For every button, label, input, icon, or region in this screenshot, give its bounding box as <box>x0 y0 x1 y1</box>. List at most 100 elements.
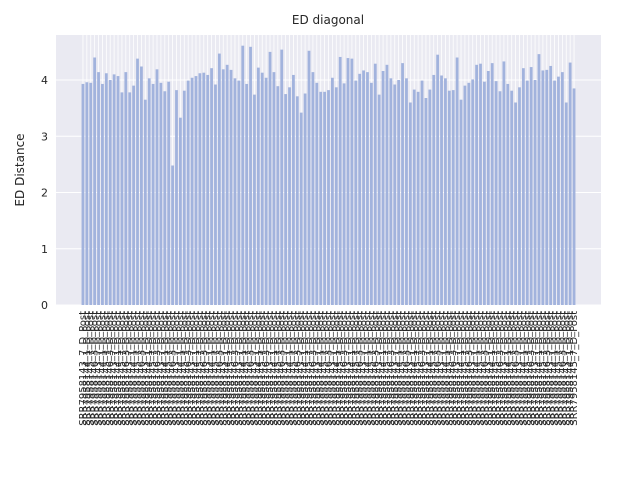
x-tick-label: SRR7958146_3_D_Post <box>261 311 272 426</box>
bar <box>323 91 327 305</box>
x-tick-label: SRR7958143_7_D_Post <box>218 311 229 426</box>
bar <box>253 94 256 305</box>
bar <box>455 57 459 305</box>
bar <box>108 80 112 305</box>
x-tick-label: SRR7958145_7_D_Post <box>288 311 299 426</box>
x-tick-label: SRR7958143_7_D_Post <box>203 311 214 426</box>
x-tick-label: SRR7958143_7_D_Post <box>437 311 448 426</box>
bar <box>186 80 190 305</box>
bar <box>210 68 213 305</box>
x-tick-labels: SRR7958143_7_D_PostSRR7958144_1_D_PostSR… <box>78 311 580 426</box>
x-tick-label: SRR7958143_7_D_Post <box>327 311 338 426</box>
x-tick-label: SRR7958144_1_D_Post <box>238 311 249 426</box>
bar <box>545 69 549 305</box>
bar <box>143 99 147 305</box>
bar <box>533 80 537 305</box>
bar <box>451 90 455 305</box>
bar <box>237 80 241 305</box>
bar <box>268 51 272 305</box>
x-tick-label: SRR7958143_7_D_Post <box>78 311 89 426</box>
bar <box>346 58 350 305</box>
x-tick-label: SRR7958146_3_D_Post <box>324 311 335 426</box>
x-tick-label: SRR7958143_7_D_Post <box>187 311 198 426</box>
bar <box>311 72 315 305</box>
bar <box>498 91 502 305</box>
x-tick-label: SRR7958145_7_D_Post <box>257 311 268 426</box>
bar <box>327 90 330 305</box>
x-tick-label: SRR7958146_3_D_Post <box>355 311 366 426</box>
bar <box>171 165 174 305</box>
x-tick-label: SRR7958144_1_D_Post <box>378 311 389 426</box>
bar <box>537 54 541 305</box>
bar <box>116 76 120 305</box>
x-tick-label: SRR7958145_7_D_Post <box>413 311 424 426</box>
x-tick-label: SRR7958144_1_D_Post <box>456 311 467 426</box>
bar <box>483 81 486 305</box>
bar <box>506 83 510 305</box>
x-tick-label: SRR7958146_3_D_Post <box>495 311 506 426</box>
bar <box>412 89 416 305</box>
x-tick-label: SRR7958145_7_D_Post <box>444 311 455 426</box>
x-tick-label: SRR7958143_7_D_Post <box>265 311 276 426</box>
bar <box>338 56 342 305</box>
x-tick-label: SRR7958144_1_D_Post <box>518 311 529 426</box>
y-tick-label: 2 <box>41 187 48 200</box>
x-tick-label: SRR7958145_7_D_Post <box>538 311 549 426</box>
x-tick-label: SRR7958145_7_D_Post <box>507 311 518 426</box>
x-tick-label: SRR7958144_1_D_Post <box>222 311 233 426</box>
x-tick-label: SRR7958145_7_D_Post <box>351 311 362 426</box>
x-tick-label: SRR7958143_7_D_Post <box>405 311 416 426</box>
bar <box>198 73 202 305</box>
x-tick-label: SRR7958144_1_D_Post <box>409 311 420 426</box>
x-tick-label: SRR7958143_7_D_Post <box>281 311 292 426</box>
bar <box>159 82 163 305</box>
bar <box>381 71 385 305</box>
bar <box>120 92 124 305</box>
bar <box>354 80 358 305</box>
x-tick-label: SRR7958143_7_D_Post <box>468 311 479 426</box>
bar <box>553 80 556 305</box>
bar <box>385 64 389 305</box>
bar <box>112 74 116 305</box>
x-tick-label: SRR7958145_7_D_Post <box>210 311 221 426</box>
x-tick-label: SRR7958144_1_D_Post <box>472 311 483 426</box>
x-tick-label: SRR7958143_7_D_Post <box>94 311 105 426</box>
bar <box>167 81 171 305</box>
bar <box>124 72 128 305</box>
bar <box>557 76 560 305</box>
x-tick-label: SRR7958145_7_D_Post <box>569 311 580 426</box>
bar <box>319 91 323 305</box>
x-tick-label: SRR7958145_7_D_Post <box>304 311 315 426</box>
bar <box>147 78 151 305</box>
x-tick-label: SRR7958144_1_D_Post <box>440 311 451 426</box>
x-tick-label: SRR7958144_1_D_Post <box>316 311 327 426</box>
bar <box>303 93 307 305</box>
bar <box>440 75 443 305</box>
bar <box>514 102 517 305</box>
bar <box>315 82 319 305</box>
bar <box>136 58 139 305</box>
x-tick-label: SRR7958145_7_D_Post <box>382 311 393 426</box>
x-tick-label: SRR7958143_7_D_Post <box>109 311 120 426</box>
x-tick-label: SRR7958144_1_D_Post <box>207 311 218 426</box>
x-tick-label: SRR7958146_3_D_Post <box>121 311 132 426</box>
x-tick-label: SRR7958144_1_D_Post <box>347 311 358 426</box>
bar <box>525 80 529 305</box>
bar <box>560 72 564 305</box>
x-tick-label: SRR7958143_7_D_Post <box>359 311 370 426</box>
bar <box>428 89 432 305</box>
bar <box>299 112 303 305</box>
x-tick-label: SRR7958145_7_D_Post <box>335 311 346 426</box>
bar <box>229 69 233 305</box>
x-tick-label: SRR7958143_7_D_Post <box>125 311 136 426</box>
bar <box>373 63 377 305</box>
bar <box>475 64 479 305</box>
x-tick-label: SRR7958144_1_D_Post <box>191 311 202 426</box>
bar <box>225 64 229 305</box>
x-tick-label: SRR7958143_7_D_Post <box>499 311 510 426</box>
x-tick-label: SRR7958146_3_D_Post <box>230 311 241 426</box>
bar <box>330 77 334 305</box>
x-tick-label: SRR7958143_7_D_Post <box>546 311 557 426</box>
bar <box>132 85 136 305</box>
